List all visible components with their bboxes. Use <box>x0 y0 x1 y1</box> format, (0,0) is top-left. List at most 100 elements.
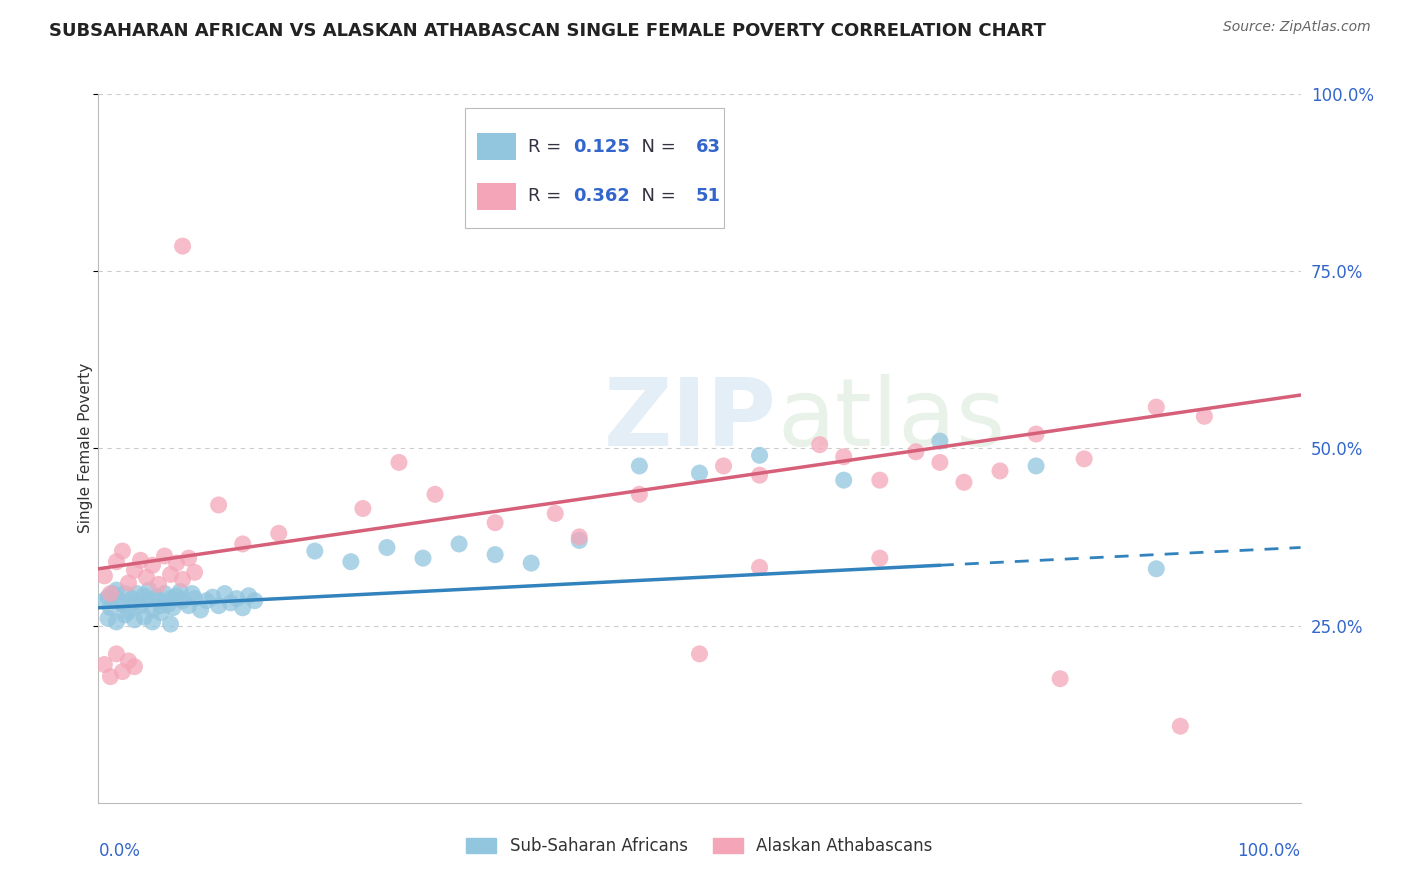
Point <box>808 438 831 452</box>
Point <box>135 593 157 607</box>
Point <box>145 590 167 604</box>
Point <box>628 458 651 473</box>
Point <box>111 665 134 679</box>
Point <box>1025 458 1047 473</box>
Point <box>195 593 218 607</box>
Point <box>304 544 326 558</box>
Text: 0.362: 0.362 <box>574 187 630 205</box>
Point <box>149 606 172 620</box>
Point <box>748 448 770 462</box>
Point <box>135 570 157 584</box>
Point <box>423 487 446 501</box>
Point <box>141 558 163 573</box>
Text: 0.125: 0.125 <box>574 138 630 156</box>
Point <box>713 458 735 473</box>
Point <box>114 607 136 622</box>
Text: R =: R = <box>527 138 567 156</box>
Point <box>243 593 266 607</box>
Point <box>238 589 260 603</box>
Point <box>157 597 180 611</box>
Point <box>928 434 950 449</box>
Point <box>190 603 212 617</box>
Point <box>484 516 506 530</box>
Point <box>105 555 128 569</box>
Point <box>869 473 891 487</box>
FancyBboxPatch shape <box>465 108 724 228</box>
Point <box>1144 400 1167 414</box>
Point <box>114 586 136 600</box>
Point <box>132 589 155 603</box>
Text: 63: 63 <box>696 138 721 156</box>
Point <box>141 603 163 617</box>
Point <box>484 548 506 562</box>
Point <box>100 600 122 615</box>
Point <box>172 573 194 587</box>
Point <box>100 586 122 600</box>
Point <box>132 610 155 624</box>
Text: Source: ZipAtlas.com: Source: ZipAtlas.com <box>1223 20 1371 34</box>
Point <box>166 556 188 570</box>
Point <box>97 611 120 625</box>
Point <box>124 659 146 673</box>
Text: atlas: atlas <box>778 374 1005 466</box>
Point <box>225 591 247 606</box>
Point <box>183 591 205 606</box>
Point <box>904 444 927 458</box>
Point <box>689 466 711 480</box>
Point <box>125 586 148 600</box>
Point <box>101 586 124 600</box>
Point <box>148 577 170 591</box>
Point <box>352 501 374 516</box>
Point <box>219 596 242 610</box>
Point <box>988 464 1011 478</box>
Point <box>748 560 770 574</box>
Point <box>129 599 152 613</box>
Point <box>105 615 128 629</box>
Point <box>181 586 204 600</box>
Point <box>520 556 543 570</box>
Point <box>93 657 115 672</box>
Point <box>388 455 411 469</box>
Point <box>105 647 128 661</box>
Point <box>447 537 470 551</box>
Text: SUBSAHARAN AFRICAN VS ALASKAN ATHABASCAN SINGLE FEMALE POVERTY CORRELATION CHART: SUBSAHARAN AFRICAN VS ALASKAN ATHABASCAN… <box>49 22 1046 40</box>
Point <box>869 551 891 566</box>
Point <box>214 586 236 600</box>
Point <box>93 593 115 607</box>
Point <box>148 593 170 607</box>
Point <box>162 600 184 615</box>
Point <box>340 555 363 569</box>
Point <box>108 593 131 607</box>
Point <box>544 507 567 521</box>
Point <box>208 599 231 613</box>
Text: ZIP: ZIP <box>603 374 776 466</box>
Point <box>412 551 434 566</box>
Legend: Sub-Saharan Africans, Alaskan Athabascans: Sub-Saharan Africans, Alaskan Athabascan… <box>460 830 939 862</box>
Point <box>159 591 181 606</box>
Point <box>121 591 143 606</box>
Point <box>159 617 181 632</box>
Point <box>953 475 976 490</box>
Point <box>1144 562 1167 576</box>
Point <box>1073 451 1095 466</box>
Text: 0.0%: 0.0% <box>98 842 141 860</box>
Point <box>177 551 200 566</box>
Point <box>1170 719 1192 733</box>
Point <box>1025 427 1047 442</box>
Point <box>748 468 770 483</box>
Point <box>124 613 146 627</box>
Point <box>97 590 120 604</box>
Point <box>105 583 128 598</box>
Point <box>124 563 146 577</box>
Point <box>129 553 152 567</box>
Point <box>117 604 139 618</box>
Point <box>201 590 224 604</box>
Point <box>117 576 139 591</box>
Point <box>124 596 146 610</box>
Point <box>232 537 254 551</box>
Text: N =: N = <box>630 138 682 156</box>
Point <box>141 615 163 629</box>
Point <box>1194 409 1216 424</box>
Text: N =: N = <box>630 187 682 205</box>
Point <box>928 455 950 469</box>
